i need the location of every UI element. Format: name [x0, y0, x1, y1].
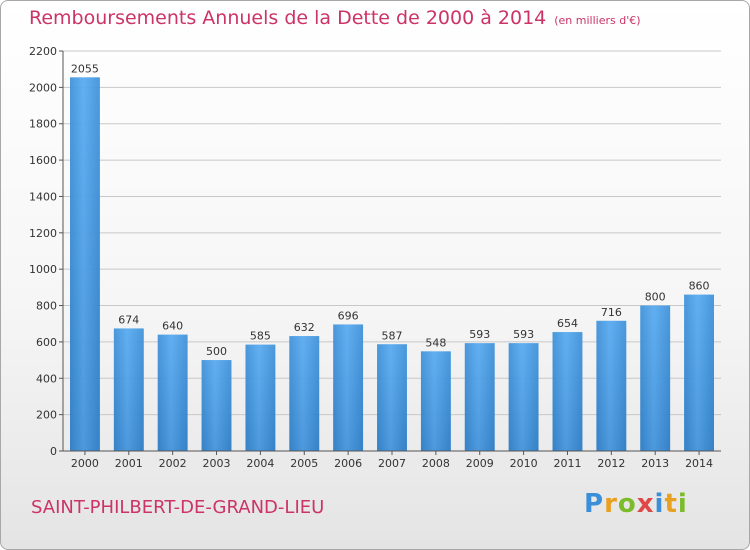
brand-letter: t — [664, 489, 678, 519]
brand-logo: Proxiti — [584, 489, 688, 519]
x-tick-label: 2009 — [466, 457, 494, 470]
y-tick-label: 0 — [50, 445, 57, 458]
bar-value-label: 716 — [601, 306, 622, 319]
bar-value-label: 593 — [469, 328, 490, 341]
x-tick-label: 2003 — [203, 457, 231, 470]
bar-value-label: 696 — [338, 309, 359, 322]
x-tick-label: 2008 — [422, 457, 450, 470]
chart-subtitle: (en milliers d'€) — [554, 14, 641, 27]
bar-shade — [377, 344, 407, 451]
brand-letter: o — [617, 489, 637, 519]
x-tick-label: 2006 — [334, 457, 362, 470]
axes: 0 200 400 600 800 1000 1200 1400 1600 1800 2000 220… — [29, 45, 721, 470]
bar-value-label: 2055 — [71, 62, 99, 75]
bars: 2055 674 640 500 585 632 696 587 548 593 593 654 716… — [70, 62, 714, 451]
brand-letter: x — [636, 489, 655, 519]
bar-shade — [333, 324, 364, 451]
brand-letter: i — [654, 489, 665, 519]
x-tick-label: 2000 — [71, 457, 99, 470]
y-tick-label: 1200 — [29, 227, 57, 240]
x-tick-label: 2001 — [115, 457, 143, 470]
bar-value-label: 674 — [118, 313, 139, 326]
bar-shade — [70, 77, 100, 451]
brand-letter: P — [584, 489, 605, 519]
bar-value-label: 640 — [162, 320, 183, 333]
x-tick-label: 2012 — [597, 457, 625, 470]
bar-shade — [201, 360, 232, 451]
bar-shade — [552, 332, 583, 451]
y-tick-label: 800 — [36, 300, 57, 313]
y-tick-label: 1400 — [29, 190, 57, 203]
y-tick-label: 1800 — [29, 118, 57, 131]
bar-shade — [245, 344, 276, 451]
y-tick-label: 400 — [36, 372, 57, 385]
x-tick-label: 2004 — [246, 457, 274, 470]
bar-value-label: 548 — [425, 336, 446, 349]
x-tick-label: 2005 — [290, 457, 318, 470]
y-tick-label: 200 — [36, 409, 57, 422]
bar-value-label: 632 — [294, 321, 315, 334]
bar-value-label: 587 — [382, 329, 403, 342]
bar-shade — [464, 343, 495, 451]
bar-shade — [596, 320, 627, 451]
bar-shade — [640, 305, 671, 451]
y-tick-label: 1000 — [29, 263, 57, 276]
bar-value-label: 800 — [645, 291, 666, 304]
bar-shade — [508, 343, 539, 451]
y-tick-label: 2000 — [29, 81, 57, 94]
x-tick-label: 2007 — [378, 457, 406, 470]
chart-title: Remboursements Annuels de la Dette de 20… — [29, 7, 641, 29]
chart-title-text: Remboursements Annuels de la Dette de 20… — [29, 7, 547, 29]
y-tick-label: 1600 — [29, 154, 57, 167]
y-tick-label: 600 — [36, 336, 57, 349]
bar-shade — [420, 351, 451, 451]
brand-letter: r — [604, 489, 618, 519]
brand-letter: i — [677, 489, 688, 519]
bar-value-label: 654 — [557, 317, 578, 330]
bar-shade — [157, 334, 188, 451]
x-tick-label: 2002 — [159, 457, 187, 470]
x-tick-label: 2011 — [553, 457, 581, 470]
x-tick-label: 2013 — [641, 457, 669, 470]
x-tick-label: 2010 — [510, 457, 538, 470]
bar-value-label: 593 — [513, 328, 534, 341]
bar-value-label: 500 — [206, 345, 227, 358]
bar-value-label: 585 — [250, 330, 271, 343]
x-tick-label: 2014 — [685, 457, 713, 470]
city-name: SAINT-PHILBERT-DE-GRAND-LIEU — [31, 497, 325, 518]
bar-value-label: 860 — [689, 280, 710, 293]
bar-shade — [684, 294, 714, 451]
y-tick-label: 2200 — [29, 45, 57, 58]
bar-shade — [289, 336, 320, 451]
bar-shade — [113, 328, 144, 451]
